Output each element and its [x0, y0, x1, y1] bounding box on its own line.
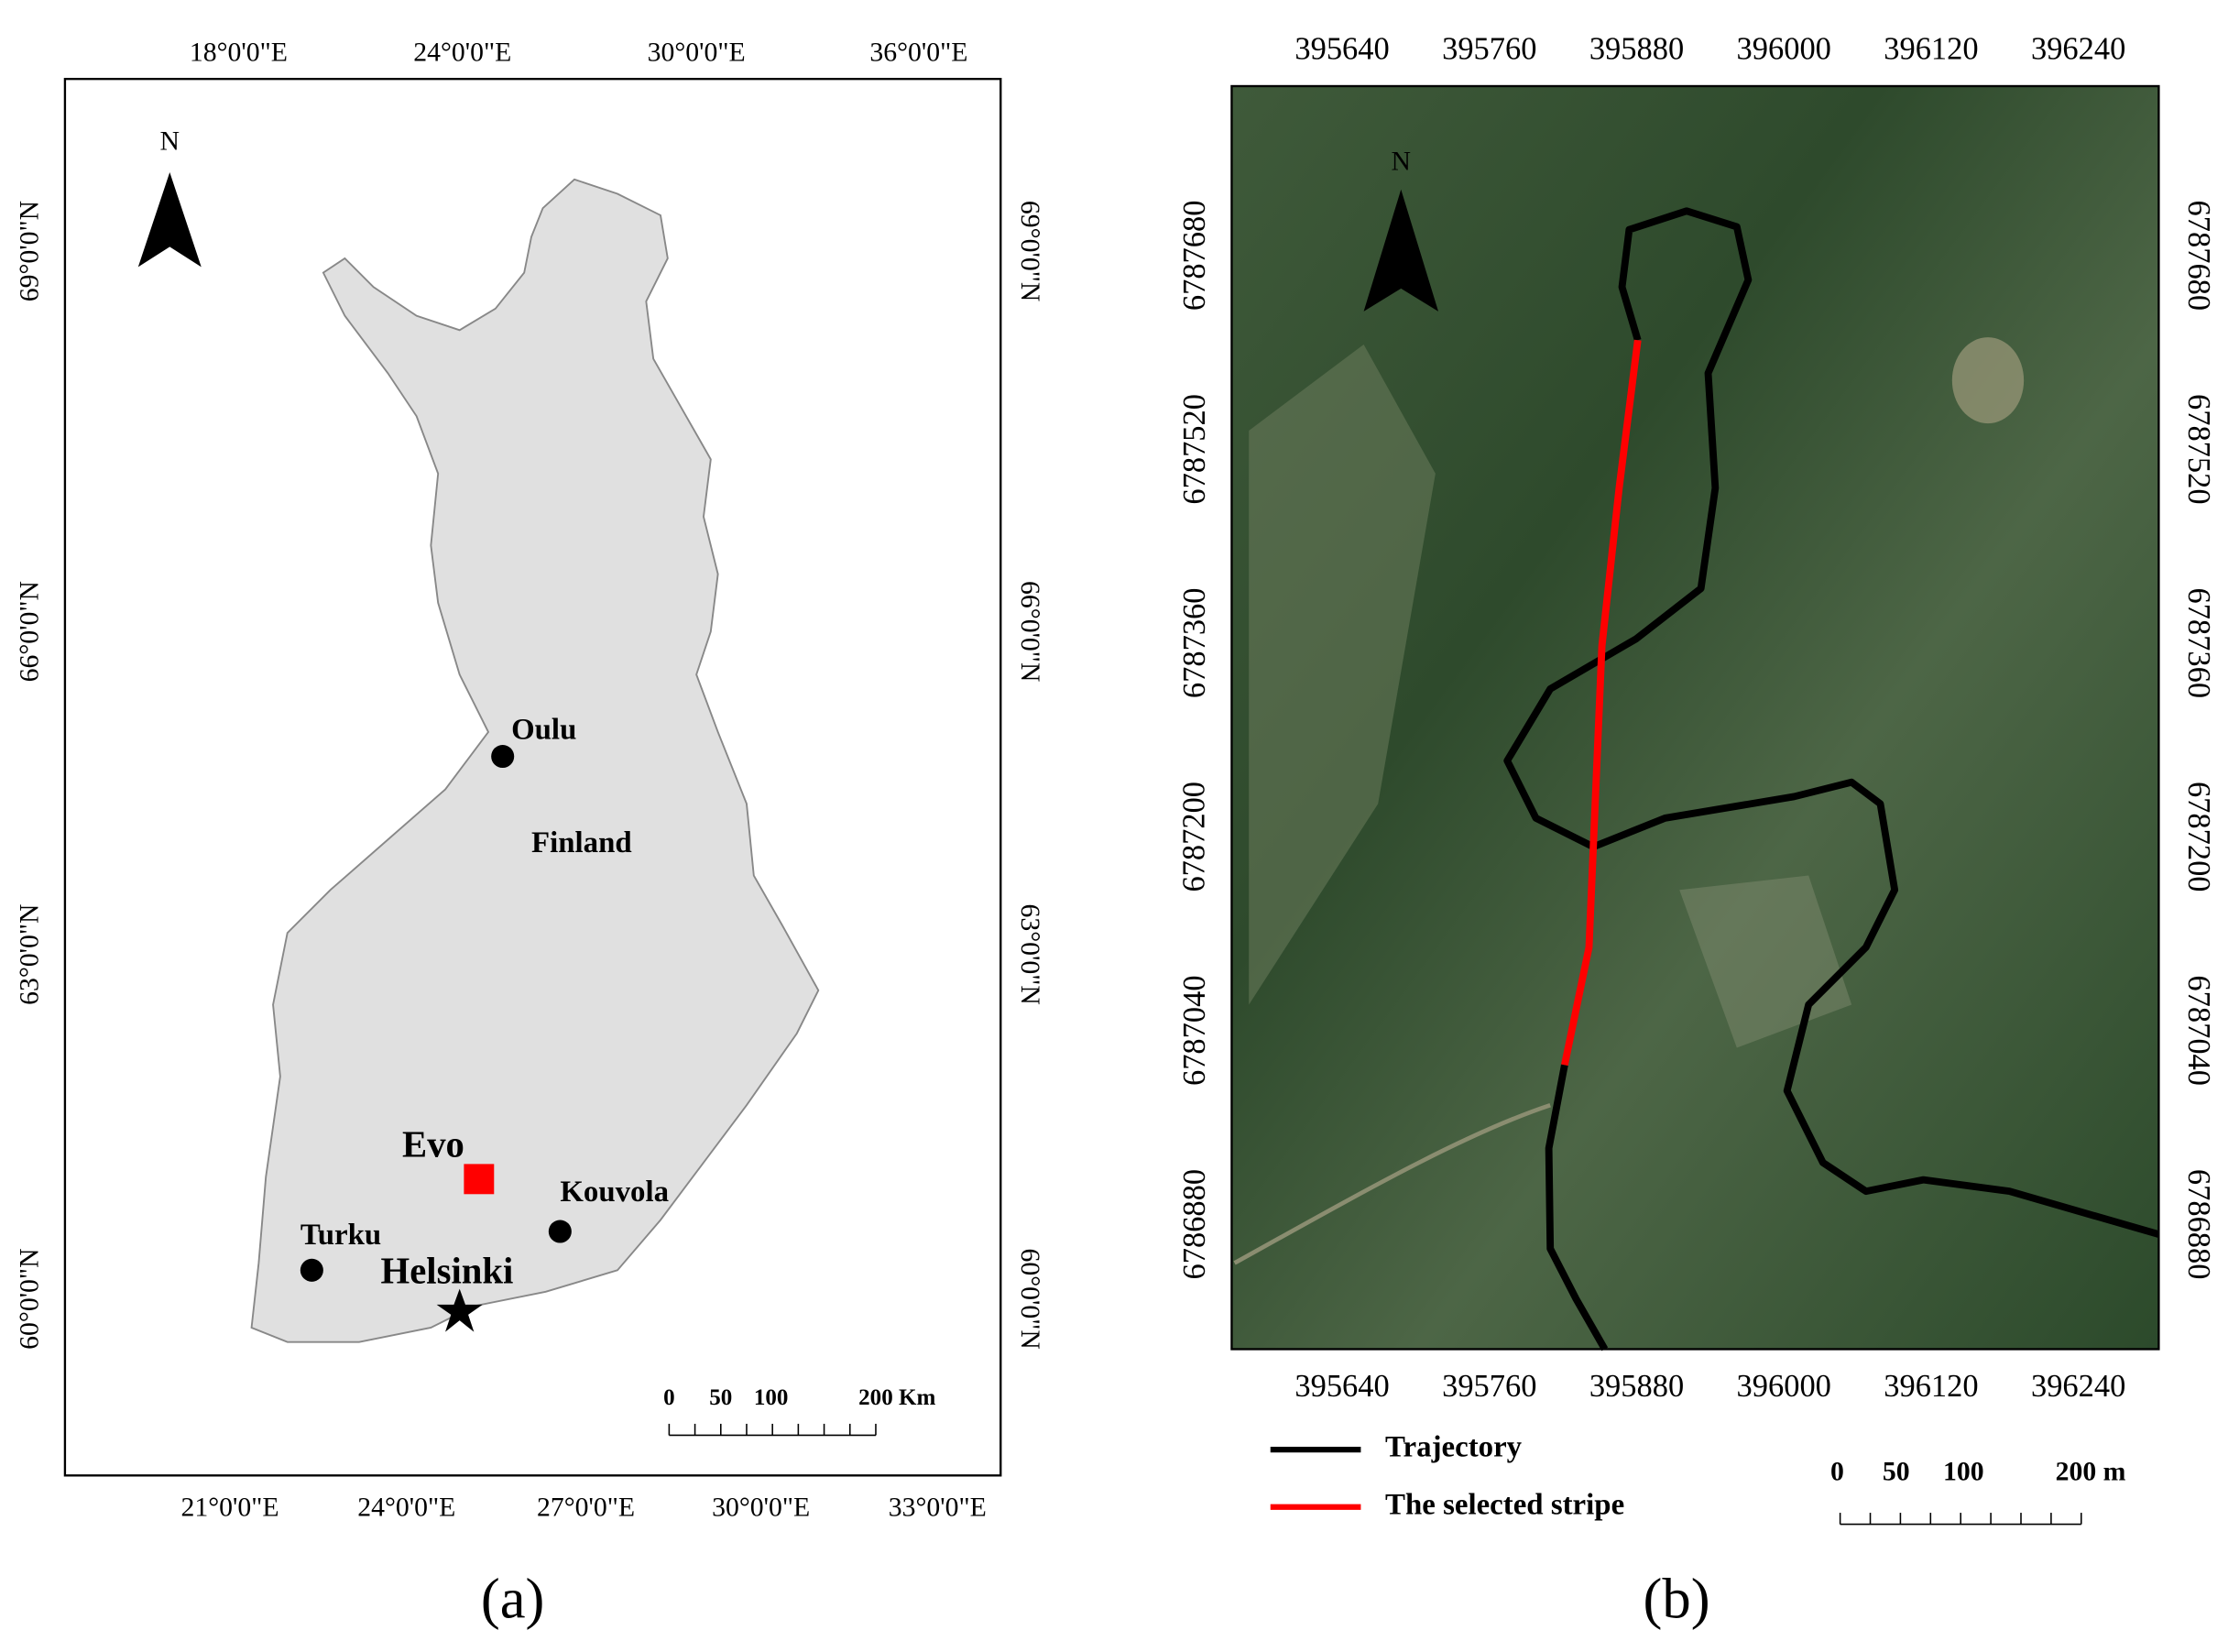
northing-tick-label: 6787680: [1177, 201, 1212, 312]
lon-tick-label: 36°0'0"E: [869, 37, 967, 67]
site-marker: [464, 1164, 495, 1195]
scale-label: 100: [754, 1385, 789, 1410]
easting-tick-label: 395760: [1442, 31, 1536, 66]
scale-label: 200 Km: [858, 1385, 935, 1410]
capital-star: [436, 1288, 483, 1332]
easting-tick-label: 395640: [1294, 1369, 1389, 1404]
lon-tick-label: 21°0'0"E: [181, 1493, 279, 1523]
lon-tick-label: 30°0'0"E: [712, 1493, 810, 1523]
legend-label: The selected stripe: [1385, 1488, 1624, 1521]
place-label: Helsinki: [381, 1250, 514, 1291]
north-label: N: [160, 126, 180, 156]
easting-tick-label: 395640: [1294, 31, 1389, 66]
forest-road: [1233, 1102, 1551, 1265]
easting-tick-label: 395880: [1589, 31, 1684, 66]
lon-tick-label: 27°0'0"E: [537, 1493, 635, 1523]
place-label: Turku: [300, 1219, 381, 1252]
city-dot: [548, 1220, 572, 1243]
lat-tick-label: 60°0'0"N: [1015, 1248, 1045, 1349]
place-label: Evo: [402, 1124, 464, 1165]
lat-tick-label: 69°0'0"N: [15, 201, 45, 301]
northing-tick-label: 6787040: [1177, 975, 1212, 1086]
easting-tick-label: 396000: [1737, 31, 1831, 66]
northing-tick-label: 6787360: [1177, 587, 1212, 698]
northing-tick-label: 6787680: [2181, 201, 2216, 312]
northing-tick-label: 6787360: [2181, 587, 2216, 698]
lat-tick-label: 60°0'0"N: [15, 1248, 45, 1349]
north-arrow: [137, 171, 202, 268]
city-dot: [300, 1258, 323, 1282]
finland-outline: [250, 178, 820, 1343]
lat-tick-label: 66°0'0"N: [15, 581, 45, 682]
lon-tick-label: 24°0'0"E: [357, 1493, 455, 1523]
scale-label: 50: [709, 1385, 732, 1410]
selected-stripe: [1561, 339, 1642, 1067]
northing-tick-label: 6786880: [2181, 1169, 2216, 1280]
lat-tick-label: 63°0'0"N: [15, 904, 45, 1005]
lon-tick-label: 24°0'0"E: [413, 37, 511, 67]
city-dot: [491, 744, 515, 769]
northing-tick-label: 6787200: [1177, 782, 1212, 892]
scale-label: 0: [1830, 1457, 1844, 1487]
north-label: N: [1392, 146, 1412, 176]
lat-tick-label: 69°0'0"N: [1015, 201, 1045, 301]
legend-label: Trajectory: [1385, 1431, 1523, 1464]
lon-tick-label: 30°0'0"E: [648, 37, 746, 67]
easting-tick-label: 395760: [1442, 1369, 1536, 1404]
place-label: Oulu: [511, 713, 576, 746]
easting-tick-label: 395880: [1589, 1369, 1684, 1404]
easting-tick-label: 396240: [2031, 1369, 2125, 1404]
lon-tick-label: 18°0'0"E: [190, 37, 288, 67]
easting-tick-label: 396120: [1884, 1369, 1978, 1404]
clearing: [1249, 344, 1436, 1005]
northing-tick-label: 6787520: [1177, 394, 1212, 505]
north-arrow: [1363, 189, 1439, 312]
scale-label: 50: [1883, 1457, 1910, 1487]
easting-tick-label: 396000: [1737, 1369, 1831, 1404]
easting-tick-label: 396240: [2031, 31, 2125, 66]
country-label: Finland: [531, 826, 632, 859]
place-label: Kouvola: [560, 1176, 669, 1209]
lon-tick-label: 33°0'0"E: [889, 1493, 987, 1523]
northing-tick-label: 6787040: [2181, 975, 2216, 1086]
caption: (a): [481, 1567, 545, 1631]
scale-label: 0: [663, 1385, 675, 1410]
lat-tick-label: 66°0'0"N: [1015, 581, 1045, 682]
easting-tick-label: 396120: [1884, 31, 1978, 66]
scale-label: 200 m: [2056, 1457, 2126, 1487]
scale-label: 100: [1943, 1457, 1984, 1487]
northing-tick-label: 6786880: [1177, 1169, 1212, 1280]
clearing: [1951, 337, 2025, 424]
lat-tick-label: 63°0'0"N: [1015, 904, 1045, 1005]
caption: (b): [1644, 1567, 1710, 1631]
northing-tick-label: 6787520: [2181, 394, 2216, 505]
northing-tick-label: 6787200: [2181, 782, 2216, 892]
